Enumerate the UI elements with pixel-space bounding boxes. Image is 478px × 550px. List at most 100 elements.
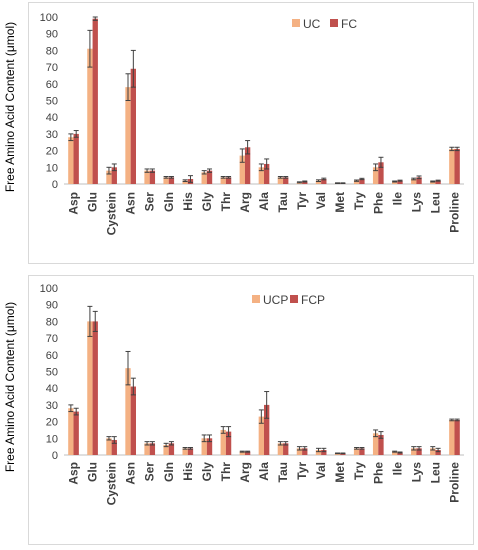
p0-bar-UC-Leu	[430, 181, 436, 184]
p0-legend-swatch-UC	[292, 19, 300, 27]
p1-x-tick-label-Thr: Thr	[219, 462, 233, 482]
p0-bar-FC-Leu	[435, 180, 441, 184]
p1-bar-UCP-Arg	[239, 451, 245, 455]
p0-bar-UC-Ser	[144, 170, 150, 184]
p1-bar-UCP-Cystein	[106, 438, 112, 455]
p1-bar-FCP-Gly	[206, 438, 213, 455]
p1-bar-FCP-Arg	[244, 451, 251, 455]
p1-x-tick-label-Try: Try	[352, 462, 366, 480]
p1-x-tick-label-Arg: Arg	[238, 462, 252, 483]
p0-bar-FC-Ser	[149, 170, 156, 184]
p0-x-tick-label-Lys: Lys	[409, 192, 423, 213]
p1-x-tick-label-His: His	[181, 462, 195, 481]
p1-bar-UCP-Ala	[258, 416, 264, 455]
p0-bar-FC-Asn	[130, 68, 136, 184]
p0-x-tick-label-Gln: Gln	[162, 192, 176, 212]
p0-bar-FC-Gly	[206, 170, 213, 184]
p0-x-tick-label-Tau: Tau	[276, 192, 290, 212]
p0-bar-UC-Val	[315, 180, 322, 184]
p1-bar-UCP-His	[182, 448, 188, 455]
p1-bar-UCP-Try	[353, 448, 360, 455]
p0-x-tick-label-Tyr: Tyr	[295, 192, 309, 210]
p0-legend-label-FC: FC	[341, 17, 357, 31]
p0-x-tick-label-Asn: Asn	[124, 192, 138, 215]
p0-bar-FC-Proline	[454, 148, 460, 184]
p0-y-tick-label-5: 50	[46, 96, 58, 108]
p1-legend-swatch-UCP	[252, 295, 260, 303]
p0-y-tick-label-4: 40	[46, 112, 58, 124]
p0-bar-FC-Lys	[416, 177, 422, 184]
p1-y-tick-label-6: 60	[46, 350, 58, 362]
p0-x-tick-label-Ile: Ile	[390, 192, 404, 206]
p0-x-tick-label-Leu: Leu	[428, 192, 442, 213]
p0-bar-FC-Tyr	[302, 181, 308, 184]
p1-legend-label-FCP: FCP	[301, 293, 325, 307]
p0-bar-UC-Asn	[125, 87, 131, 184]
p1-bar-FCP-Ile	[397, 452, 403, 455]
p1-x-tick-label-Tyr: Tyr	[295, 462, 309, 480]
p0-bar-UC-Glu	[87, 48, 93, 185]
p1-bar-FCP-Gln	[168, 443, 175, 455]
p0-x-tick-label-Gly: Gly	[200, 192, 214, 212]
p0-bar-FC-Phe	[378, 162, 384, 184]
p0-x-tick-label-Asp: Asp	[67, 192, 81, 215]
p1-y-tick-label-1: 10	[46, 433, 58, 445]
p0-bar-UC-Try	[353, 180, 360, 184]
p1-bar-UCP-Glu	[87, 321, 93, 455]
p0-bar-UC-Tau	[277, 177, 284, 184]
p1-y-tick-label-7: 70	[46, 333, 58, 345]
p0-x-tick-label-Ser: Ser	[143, 192, 157, 212]
p0-bar-UC-Ile	[392, 181, 398, 184]
p1-bar-UCP-Gly	[201, 438, 207, 455]
p0-y-tick-label-0: 0	[52, 179, 58, 191]
p0-y-tick-label-9: 90	[46, 29, 58, 41]
p1-x-tick-label-Glu: Glu	[86, 462, 100, 482]
p0-bar-UC-Lys	[411, 178, 417, 184]
p1-bar-FCP-Val	[321, 449, 327, 455]
p0-x-tick-label-Val: Val	[314, 192, 328, 209]
p1-bar-FCP-Ala	[264, 404, 270, 455]
p0-y-tick-label-8: 80	[46, 45, 58, 57]
p1-y-tick-label-2: 20	[46, 417, 58, 429]
p0-bar-FC-Gln	[168, 177, 175, 184]
p1-bar-UCP-Leu	[430, 448, 436, 455]
p1-x-tick-label-Val: Val	[314, 462, 328, 479]
p1-bar-UCP-Ile	[392, 451, 398, 455]
p1-x-tick-label-Ser: Ser	[143, 462, 157, 482]
p1-bar-FCP-Glu	[92, 321, 98, 455]
p1-y-tick-label-4: 40	[46, 383, 58, 395]
p1-bar-FCP-Lys	[416, 448, 422, 455]
p1-y-tick-label-9: 90	[46, 300, 58, 312]
p1-x-tick-label-Proline: Proline	[447, 462, 461, 503]
p1-bar-UCP-Ser	[144, 443, 150, 455]
p0-y-tick-label-3: 30	[46, 129, 58, 141]
p1-bar-FCP-Tau	[283, 443, 289, 455]
p1-bar-FCP-Try	[359, 448, 365, 455]
p0-bar-UC-His	[182, 180, 188, 184]
p1-bar-UCP-Lys	[411, 448, 417, 455]
p1-bar-UCP-Met	[334, 453, 341, 455]
p0-legend-label-UC: UC	[303, 17, 321, 31]
p0-legend-swatch-FC	[330, 19, 338, 27]
p1-x-tick-label-Tau: Tau	[276, 462, 290, 482]
p1-x-tick-label-Leu: Leu	[428, 462, 442, 483]
p1-bar-FCP-Thr	[225, 431, 232, 455]
p0-y-tick-label-2: 20	[46, 146, 58, 158]
p1-bar-UCP-Asp	[68, 408, 74, 455]
p0-bar-FC-Ala	[264, 163, 270, 184]
p1-y-tick-label-8: 80	[46, 316, 58, 328]
p1-legend-label-UCP: UCP	[263, 293, 288, 307]
p0-bar-UC-Arg	[239, 155, 245, 184]
p1-y-tick-label-0: 0	[52, 450, 58, 462]
p1-bar-UCP-Gln	[163, 444, 169, 455]
p1-bar-FCP-Met	[340, 453, 346, 455]
p1-bar-UCP-Proline	[449, 419, 455, 455]
p0-y-tick-label-7: 70	[46, 62, 58, 74]
p1-bar-FCP-Cystein	[111, 439, 117, 455]
p0-x-tick-label-Arg: Arg	[238, 192, 252, 213]
p0-x-tick-label-Phe: Phe	[371, 192, 385, 214]
p1-bar-FCP-His	[187, 448, 194, 455]
p0-x-tick-label-Met: Met	[333, 192, 347, 213]
p1-x-tick-label-Asn: Asn	[124, 462, 138, 485]
